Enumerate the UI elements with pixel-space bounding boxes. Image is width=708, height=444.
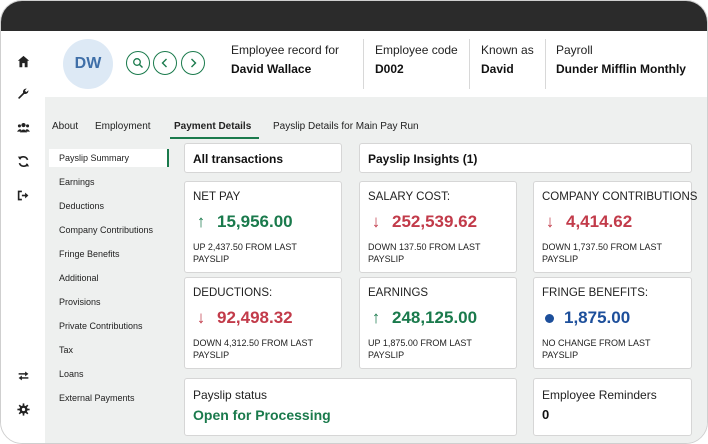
next-button[interactable] [181, 51, 205, 75]
sidenav-item[interactable]: Company Contributions [59, 225, 154, 235]
employee-record-info: Employee record for David Wallace [231, 43, 339, 76]
deductions-change: DOWN 4,312.50 FROM LAST PAYSLIP [193, 338, 313, 360]
net-pay-card[interactable]: NET PAY ↑ 15,956.00 UP 2,437.50 FROM LAST… [184, 181, 342, 273]
no-change-dot-icon [545, 313, 554, 323]
employee-code-info: Employee code D002 [375, 43, 458, 76]
employee-code-label: Employee code [375, 43, 458, 57]
known-as-info: Known as David [481, 43, 534, 76]
company-contributions-label: COMPANY CONTRIBUTIONS [542, 191, 698, 203]
payslip-status-label: Payslip status [193, 388, 268, 402]
people-icon[interactable] [15, 119, 31, 135]
fringe-benefits-card[interactable]: FRINGE BENEFITS: 1,875.00 NO CHANGE FROM… [533, 277, 692, 369]
previous-button[interactable] [153, 51, 177, 75]
tab-payslip-details[interactable]: Payslip Details for Main Pay Run [273, 121, 419, 132]
deductions-amount: 92,498.32 [217, 308, 293, 327]
divider [363, 39, 364, 89]
sidenav-item[interactable]: Tax [59, 345, 74, 355]
company-contributions-card[interactable]: COMPANY CONTRIBUTIONS ↓ 4,414.62 DOWN 1,7… [533, 181, 697, 273]
avatar: DW [63, 39, 113, 89]
settings-icon[interactable] [15, 401, 31, 417]
sidenav-item[interactable]: Loans [59, 369, 84, 379]
net-pay-change: UP 2,437.50 FROM LAST PAYSLIP [193, 242, 297, 264]
net-pay-label: NET PAY [193, 191, 241, 203]
tab-employment[interactable]: Employment [95, 121, 151, 132]
payslip-insights-card[interactable]: Payslip Insights (1) [359, 143, 692, 173]
content-area: About Employment Payment Details Payslip… [45, 97, 707, 443]
payslip-insights-title: Payslip Insights (1) [368, 152, 478, 166]
earnings-label: EARNINGS [368, 287, 429, 299]
payroll-value: Dunder Mifflin Monthly [556, 62, 686, 76]
known-as-value: David [481, 62, 514, 76]
earnings-card[interactable]: EARNINGS ↑ 248,125.00 UP 1,875.00 FROM LA… [359, 277, 517, 369]
payslip-status-value: Open for Processing [193, 407, 331, 423]
home-icon[interactable] [15, 53, 31, 69]
fringe-benefits-change: NO CHANGE FROM LAST PAYSLIP [542, 338, 651, 360]
sync-icon[interactable] [15, 153, 31, 169]
salary-cost-card[interactable]: SALARY COST: ↓ 252,539.62 DOWN 137.50 FRO… [359, 181, 517, 273]
divider [469, 39, 470, 89]
known-as-label: Known as [481, 43, 534, 57]
net-pay-value: ↑ 15,956.00 [193, 212, 293, 232]
employee-code-value: D002 [375, 62, 404, 76]
arrow-down-icon: ↓ [196, 308, 206, 327]
net-pay-amount: 15,956.00 [217, 212, 293, 231]
salary-cost-change: DOWN 137.50 FROM LAST PAYSLIP [368, 242, 481, 264]
company-contributions-amount: 4,414.62 [566, 212, 633, 231]
payslip-status-card[interactable]: Payslip status Open for Processing [184, 378, 517, 436]
company-contributions-change: DOWN 1,737.50 FROM LAST PAYSLIP [542, 242, 662, 264]
sidenav-item[interactable]: Additional [59, 273, 99, 283]
employee-reminders-label: Employee Reminders [542, 388, 657, 402]
left-rail [1, 31, 45, 443]
arrow-up-icon: ↑ [371, 308, 381, 327]
all-transactions-card[interactable]: All transactions [184, 143, 342, 173]
company-contributions-value: ↓ 4,414.62 [542, 212, 632, 232]
sidenav-item[interactable]: Provisions [59, 297, 101, 307]
deductions-value: ↓ 92,498.32 [193, 308, 293, 328]
employee-header: DW Employee record for David Wallace Emp… [45, 31, 707, 97]
earnings-change: UP 1,875.00 FROM LAST PAYSLIP [368, 338, 472, 360]
sidenav-item[interactable]: External Payments [59, 393, 135, 403]
arrow-up-icon: ↑ [196, 212, 206, 231]
employee-reminders-card[interactable]: Employee Reminders 0 [533, 378, 692, 436]
employee-record-value: David Wallace [231, 62, 312, 76]
sidenav-item[interactable]: Fringe Benefits [59, 249, 120, 259]
title-bar [1, 1, 707, 31]
fringe-benefits-label: FRINGE BENEFITS: [542, 287, 649, 299]
fringe-benefits-value: 1,875.00 [542, 308, 630, 328]
deductions-card[interactable]: DEDUCTIONS: ↓ 92,498.32 DOWN 4,312.50 FRO… [184, 277, 342, 369]
sidenav-item[interactable]: Private Contributions [59, 321, 143, 331]
search-icon [133, 58, 143, 68]
chevron-right-icon [191, 58, 197, 68]
tab-bar: About Employment Payment Details Payslip… [45, 97, 707, 139]
deductions-label: DEDUCTIONS: [193, 287, 273, 299]
employee-reminders-count: 0 [542, 407, 550, 422]
payroll-label: Payroll [556, 43, 593, 57]
salary-cost-amount: 252,539.62 [392, 212, 478, 231]
payroll-info: Payroll Dunder Mifflin Monthly [556, 43, 686, 76]
swap-icon[interactable] [15, 367, 31, 383]
earnings-value: ↑ 248,125.00 [368, 308, 477, 328]
tab-payment-details[interactable]: Payment Details [174, 121, 252, 132]
earnings-amount: 248,125.00 [392, 308, 478, 327]
chevron-left-icon [161, 58, 167, 68]
search-button[interactable] [126, 51, 150, 75]
wrench-icon[interactable] [15, 85, 31, 101]
employee-record-label: Employee record for [231, 43, 340, 57]
salary-cost-value: ↓ 252,539.62 [368, 212, 477, 232]
fringe-benefits-amount: 1,875.00 [564, 308, 631, 327]
salary-cost-label: SALARY COST: [368, 191, 451, 203]
logout-icon[interactable] [15, 187, 31, 203]
tab-about[interactable]: About [52, 121, 79, 132]
sidenav-item[interactable]: Payslip Summary [49, 149, 169, 167]
active-tab-indicator [170, 137, 259, 139]
all-transactions-title: All transactions [193, 152, 284, 166]
arrow-down-icon: ↓ [371, 212, 381, 231]
sidenav-item[interactable]: Earnings [59, 177, 95, 187]
divider [545, 39, 546, 89]
arrow-down-icon: ↓ [545, 212, 555, 231]
sidenav-item[interactable]: Deductions [59, 201, 105, 211]
